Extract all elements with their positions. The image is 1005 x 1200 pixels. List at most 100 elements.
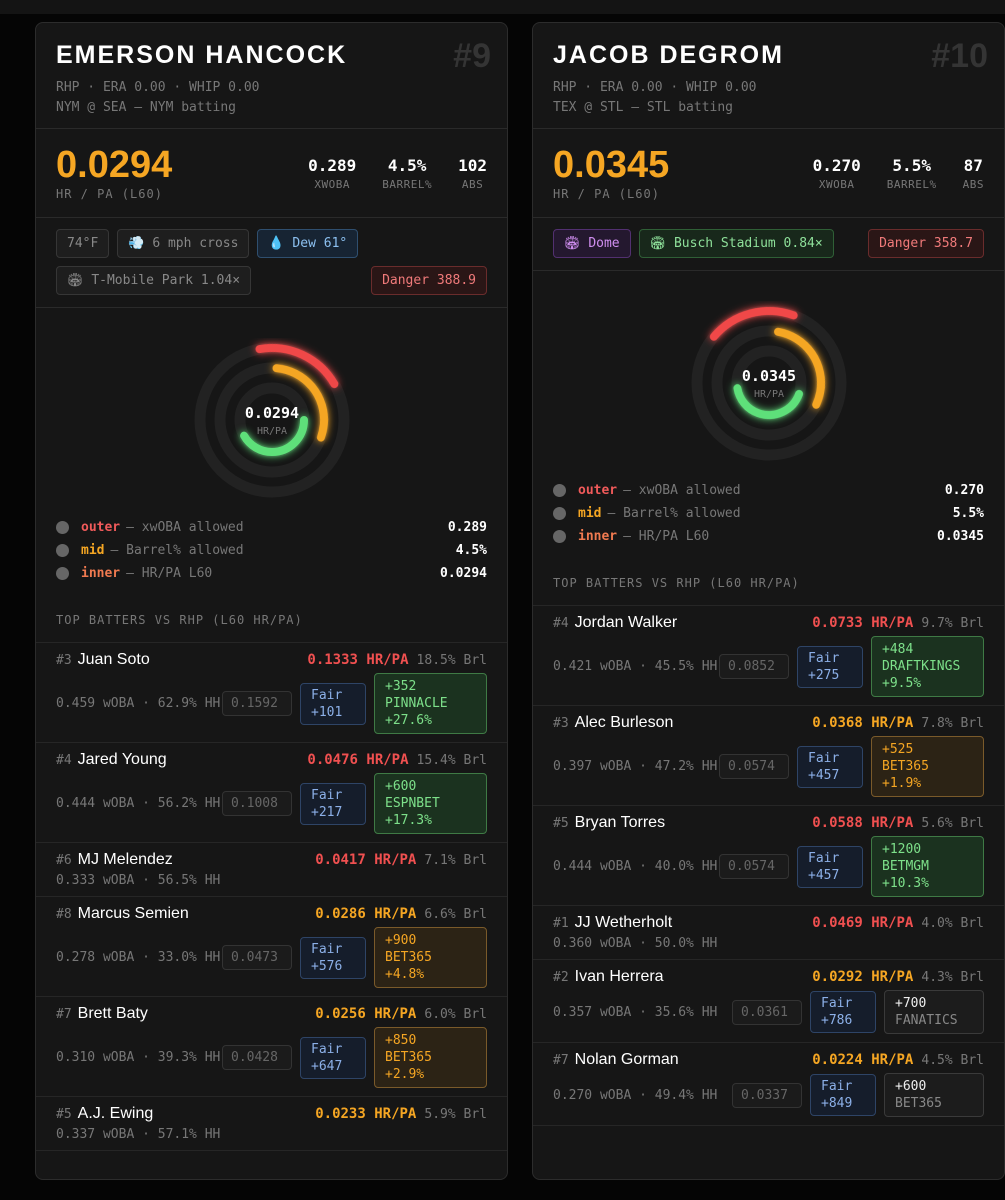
legend-value: 5.5% — [952, 506, 984, 521]
odds-book: BET365 — [895, 1096, 942, 1111]
odds-line: +600 — [895, 1079, 927, 1094]
legend-row: inner — HR/PA L60 0.0294 — [56, 562, 487, 585]
legend-row: mid — Barrel% allowed 4.5% — [56, 539, 487, 562]
batter-head: #2 Ivan Herrera 0.0292 HR/PA 4.3% Brl — [553, 968, 984, 988]
hr-pa-block: 0.0294 HR / PA (L60) — [56, 145, 172, 201]
batter-row: #8 Marcus Semien 0.0286 HR/PA 6.6% Brl 0.27… — [36, 897, 507, 997]
fair-value: +101 — [311, 704, 343, 720]
fair-label: Fair — [311, 1041, 343, 1057]
batter-name: JJ Wetherholt — [574, 914, 673, 931]
legend-row: mid — Barrel% allowed 5.5% — [553, 502, 984, 525]
projection: 0.0428 — [222, 1045, 292, 1070]
batter-row: #4 Jared Young 0.0476 HR/PA 15.4% Brl 0.444… — [36, 743, 507, 843]
batter-hr-pa: 0.1333 HR/PA — [307, 652, 409, 668]
odds-box[interactable]: +525 BET365 +1.9% — [871, 736, 984, 797]
batter-woba: 0.333 wOBA · 56.5% HH — [56, 873, 221, 888]
projection: 0.0473 — [222, 945, 292, 970]
ring-box: 0.0294 HR/PA — [36, 308, 507, 502]
batter-name: A.J. Ewing — [77, 1105, 154, 1122]
stat: 0.289 XWOBA — [308, 156, 356, 191]
odds-box[interactable]: +700 FANATICS — [884, 990, 984, 1034]
batter-woba: 0.357 wOBA · 35.6% HH — [553, 1004, 718, 1020]
fair-odds: Fair +275 — [797, 645, 863, 688]
fair-value: +786 — [821, 1013, 853, 1028]
batter-hr-pa: 0.0256 HR/PA — [315, 1006, 417, 1022]
batter-woba: 0.337 wOBA · 57.1% HH — [56, 1127, 221, 1142]
batter-hr-pa: 0.0286 HR/PA — [315, 906, 417, 922]
ring-value: 0.0345 — [741, 367, 795, 385]
fair-value: +217 — [311, 804, 343, 820]
batter-head: #4 Jared Young 0.0476 HR/PA 15.4% Brl — [56, 751, 487, 771]
batter-name: Jared Young — [77, 751, 167, 768]
hr-pa-label: HR / PA (L60) — [56, 187, 163, 201]
fair-label: Fair — [821, 996, 853, 1011]
fair-value: +849 — [821, 1096, 853, 1111]
batter-head: #7 Nolan Gorman 0.0224 HR/PA 4.5% Brl — [553, 1051, 984, 1071]
stat-label: XWOBA — [818, 177, 855, 191]
batter-hr-pa: 0.0469 HR/PA — [812, 915, 914, 931]
batter-barrel: 6.0% Brl — [424, 1007, 487, 1022]
odds-edge: +1.9% — [882, 776, 922, 791]
batter-head: #8 Marcus Semien 0.0286 HR/PA 6.6% Brl — [56, 905, 487, 925]
batter-name: Brett Baty — [77, 1005, 148, 1022]
batting-order: #7 — [56, 1007, 72, 1022]
chip: 74°F — [56, 229, 110, 258]
matchup: NYM @ SEA — NYM batting — [56, 100, 237, 115]
batter-barrel: 15.4% Brl — [416, 753, 487, 768]
odds-book: ESPNBET — [385, 796, 440, 811]
stat: 102 ABS — [458, 156, 487, 191]
batter-head: #3 Juan Soto 0.1333 HR/PA 18.5% Brl — [56, 651, 487, 671]
batting-order: #4 — [56, 753, 72, 768]
batter-woba: 0.270 wOBA · 49.4% HH — [553, 1087, 718, 1103]
legend: outer — xwOBA allowed 0.289 mid — Barrel% al… — [36, 502, 507, 585]
batter-hr-pa: 0.0292 HR/PA — [812, 969, 914, 985]
fair-label: Fair — [311, 687, 343, 703]
odds-box[interactable]: +352 PINNACLE +27.6% — [374, 673, 487, 734]
odds-box[interactable]: +600 ESPNBET +17.3% — [374, 773, 487, 834]
legend-label: — HR/PA L60 — [623, 529, 710, 544]
batter-woba: 0.444 wOBA · 56.2% HH — [56, 796, 221, 811]
batter-hr-pa: 0.0733 HR/PA — [812, 615, 914, 631]
odds-box[interactable]: +1200 BETMGM +10.3% — [871, 836, 984, 897]
ring-box: 0.0345 HR/PA — [533, 271, 1004, 465]
projection: 0.0337 — [732, 1082, 802, 1108]
ring-arc — [195, 344, 348, 496]
fair-value: +576 — [311, 958, 343, 974]
odds-line: +900 — [385, 933, 417, 948]
odds-box[interactable]: +600 BET365 — [884, 1073, 984, 1117]
odds-line: +600 — [385, 779, 417, 794]
batter-detail: 0.337 wOBA · 57.1% HH — [56, 1127, 487, 1142]
batting-order: #3 — [553, 716, 569, 731]
batter-row: #1 JJ Wetherholt 0.0469 HR/PA 4.0% Brl 0.36… — [533, 906, 1004, 960]
legend-value: 0.270 — [944, 483, 984, 498]
batter-head: #5 A.J. Ewing 0.0233 HR/PA 5.9% Brl — [56, 1105, 487, 1125]
odds-line: +850 — [385, 1033, 417, 1048]
stat-value: 0.289 — [308, 155, 357, 175]
odds-box[interactable]: +900 BET365 +4.8% — [374, 927, 487, 988]
batter-detail: 0.310 wOBA · 39.3% HH 0.0428 Fair +647 +850 B… — [56, 1027, 487, 1088]
stat-label: ABS — [461, 177, 484, 191]
legend-label: — Barrel% allowed — [607, 506, 741, 521]
odds-line: +1200 — [882, 842, 922, 857]
legend-label: — xwOBA allowed — [126, 520, 244, 535]
pitcher-meta: RHP · ERA 0.00 · WHIP 0.00 — [56, 80, 260, 95]
hr-pa-block: 0.0345 HR / PA (L60) — [553, 145, 669, 201]
batter-row: #4 Jordan Walker 0.0733 HR/PA 9.7% Brl 0.42… — [533, 606, 1004, 706]
batter-head: #1 JJ Wetherholt 0.0469 HR/PA 4.0% Brl — [553, 914, 984, 934]
fair-odds: Fair +576 — [300, 936, 366, 979]
stat-value: 87 — [963, 155, 983, 175]
fair-odds: Fair +457 — [797, 845, 863, 888]
odds-box[interactable]: +850 BET365 +2.9% — [374, 1027, 487, 1088]
pitcher-meta: RHP · ERA 0.00 · WHIP 0.00 — [553, 80, 757, 95]
ring-label: HR/PA — [256, 426, 286, 437]
odds-book: BET365 — [385, 1050, 432, 1065]
fair-label: Fair — [808, 750, 840, 766]
legend-dot — [56, 567, 69, 580]
stat-value: 0.270 — [812, 155, 861, 175]
legend-value: 4.5% — [455, 543, 487, 558]
batter-row: #5 A.J. Ewing 0.0233 HR/PA 5.9% Brl 0.337 w… — [36, 1097, 507, 1151]
legend-ring: inner — [81, 566, 121, 581]
odds-box[interactable]: +484 DRAFTKINGS +9.5% — [871, 636, 984, 697]
batting-order: #5 — [553, 816, 569, 831]
